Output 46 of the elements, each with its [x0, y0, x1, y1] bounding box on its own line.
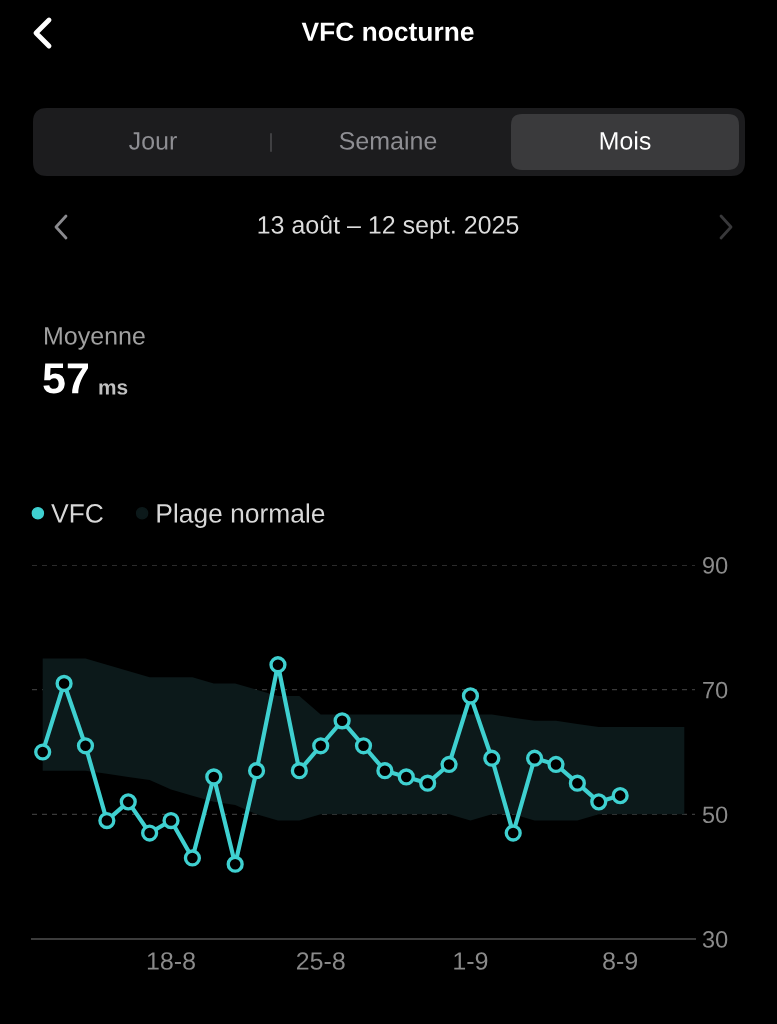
- point: [333, 712, 351, 730]
- point: [183, 849, 202, 867]
- y-tick-label: 30: [702, 931, 728, 948]
- point: [419, 774, 437, 792]
- point: [119, 793, 137, 811]
- y-tick-label: 90: [703, 557, 728, 574]
- x-tick-label: 18-8: [147, 952, 195, 970]
- point: [461, 687, 480, 705]
- chart-subtitle: 13 août – 12 sept. 2025: [258, 215, 519, 239]
- point: [440, 755, 458, 774]
- point: [247, 762, 266, 780]
- text: Jour: [129, 132, 177, 150]
- point: [376, 762, 394, 780]
- point: [141, 824, 159, 842]
- text: Moyenne: [45, 327, 145, 350]
- point: [483, 749, 501, 767]
- point: [290, 762, 308, 780]
- point: [525, 749, 544, 767]
- text: Mois: [600, 131, 651, 150]
- point: [34, 743, 52, 761]
- point: [397, 768, 415, 786]
- text: ms: [99, 383, 128, 395]
- text: Semaine: [339, 131, 437, 150]
- x-tick-label: 25-8: [296, 952, 345, 970]
- x-tick-label: 1-9: [454, 952, 488, 970]
- point: [226, 855, 244, 873]
- text: 57: [43, 363, 88, 394]
- y-tick-label: 70: [703, 681, 728, 699]
- chart-title: VFC nocturne: [301, 22, 474, 42]
- point: [611, 787, 629, 805]
- point: [312, 737, 330, 755]
- point: [205, 768, 223, 786]
- point: [98, 811, 116, 830]
- legend-label: VFC: [51, 504, 103, 523]
- legend-label: Plage normale: [157, 503, 325, 528]
- point: [590, 793, 608, 811]
- point: [76, 737, 95, 755]
- point: [568, 774, 586, 792]
- y-tick-label: 50: [702, 806, 728, 824]
- point: [162, 811, 180, 830]
- point: [269, 656, 287, 674]
- point: [547, 755, 565, 774]
- point: [354, 737, 373, 755]
- point: [55, 674, 73, 693]
- x-tick-label: 8-9: [603, 952, 638, 970]
- point: [504, 824, 522, 842]
